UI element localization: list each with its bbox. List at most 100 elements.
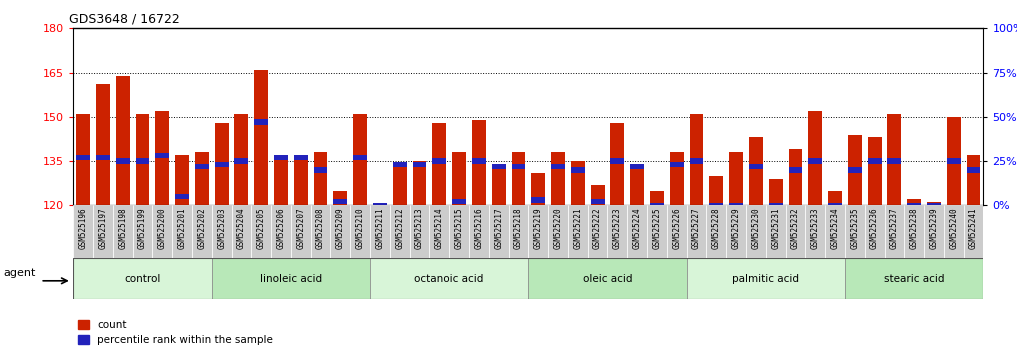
Bar bbox=[353, 155, 367, 160]
Bar bbox=[610, 123, 624, 205]
Text: GSM525210: GSM525210 bbox=[356, 207, 365, 249]
Bar bbox=[310, 205, 331, 258]
Text: GSM525241: GSM525241 bbox=[969, 207, 978, 249]
Bar bbox=[868, 159, 882, 164]
Text: GSM525203: GSM525203 bbox=[217, 207, 226, 249]
Bar bbox=[373, 202, 386, 208]
Bar bbox=[848, 167, 861, 173]
Text: GSM525196: GSM525196 bbox=[78, 207, 87, 249]
Bar bbox=[393, 162, 407, 167]
Bar bbox=[828, 190, 842, 205]
Bar bbox=[766, 205, 785, 258]
Text: GSM525199: GSM525199 bbox=[138, 207, 147, 249]
Bar bbox=[334, 190, 347, 205]
Text: GSM525219: GSM525219 bbox=[534, 207, 543, 249]
Text: octanoic acid: octanoic acid bbox=[415, 274, 484, 284]
Bar bbox=[251, 205, 272, 258]
Legend: count, percentile rank within the sample: count, percentile rank within the sample bbox=[78, 320, 273, 345]
Bar bbox=[769, 179, 783, 205]
Bar bbox=[690, 159, 704, 164]
Text: GSM525212: GSM525212 bbox=[396, 207, 404, 249]
Bar bbox=[729, 202, 743, 208]
Bar bbox=[195, 164, 208, 169]
Bar bbox=[172, 205, 192, 258]
Bar bbox=[885, 205, 904, 258]
Text: GSM525197: GSM525197 bbox=[99, 207, 108, 249]
Text: GSM525228: GSM525228 bbox=[712, 207, 721, 249]
Bar bbox=[726, 205, 746, 258]
Text: GSM525221: GSM525221 bbox=[574, 207, 583, 249]
Bar bbox=[928, 202, 941, 208]
Bar bbox=[667, 205, 686, 258]
Text: GSM525225: GSM525225 bbox=[653, 207, 661, 249]
Bar bbox=[135, 159, 149, 164]
Bar bbox=[469, 205, 489, 258]
Bar bbox=[809, 111, 822, 205]
Bar bbox=[272, 205, 291, 258]
Bar bbox=[370, 205, 390, 258]
Bar bbox=[631, 164, 644, 169]
Bar bbox=[453, 199, 466, 205]
Bar bbox=[845, 205, 864, 258]
Bar bbox=[291, 205, 310, 258]
Bar bbox=[156, 111, 169, 205]
Text: GDS3648 / 16722: GDS3648 / 16722 bbox=[69, 13, 179, 26]
Bar bbox=[76, 155, 91, 160]
Text: GSM525216: GSM525216 bbox=[474, 207, 483, 249]
Bar bbox=[410, 205, 429, 258]
Bar bbox=[429, 205, 450, 258]
Bar bbox=[947, 159, 961, 164]
Bar bbox=[116, 75, 129, 205]
Text: palmitic acid: palmitic acid bbox=[732, 274, 799, 284]
Text: GSM525215: GSM525215 bbox=[455, 207, 464, 249]
Bar bbox=[591, 185, 604, 205]
Bar bbox=[650, 202, 664, 208]
Text: GSM525226: GSM525226 bbox=[672, 207, 681, 249]
Bar bbox=[450, 205, 469, 258]
Bar bbox=[472, 159, 486, 164]
Bar bbox=[432, 123, 446, 205]
Bar bbox=[453, 152, 466, 205]
Bar bbox=[175, 194, 189, 199]
Bar bbox=[350, 205, 370, 258]
Bar bbox=[928, 202, 941, 205]
Text: GSM525209: GSM525209 bbox=[336, 207, 345, 249]
Text: GSM525222: GSM525222 bbox=[593, 207, 602, 249]
Bar bbox=[274, 155, 288, 160]
Bar bbox=[531, 173, 545, 205]
Bar bbox=[825, 205, 845, 258]
Bar bbox=[331, 205, 350, 258]
Bar bbox=[888, 159, 901, 164]
Bar bbox=[472, 120, 486, 205]
Bar bbox=[492, 167, 505, 205]
Text: GSM525207: GSM525207 bbox=[296, 207, 305, 249]
Text: GSM525229: GSM525229 bbox=[731, 207, 740, 249]
Bar bbox=[864, 205, 885, 258]
Bar bbox=[393, 167, 407, 205]
Bar bbox=[116, 159, 129, 164]
Bar bbox=[508, 205, 529, 258]
Text: control: control bbox=[124, 274, 161, 284]
Bar bbox=[966, 155, 980, 205]
Text: GSM525236: GSM525236 bbox=[871, 207, 879, 249]
Bar bbox=[749, 137, 763, 205]
Bar bbox=[631, 164, 644, 205]
Bar bbox=[96, 84, 110, 205]
Bar bbox=[610, 159, 624, 164]
Text: GSM525220: GSM525220 bbox=[553, 207, 562, 249]
Bar bbox=[432, 159, 446, 164]
Bar bbox=[96, 155, 110, 160]
Bar bbox=[729, 152, 743, 205]
Bar bbox=[888, 114, 901, 205]
Bar bbox=[353, 114, 367, 205]
Bar bbox=[334, 199, 347, 205]
Bar bbox=[904, 205, 924, 258]
Bar bbox=[73, 258, 212, 299]
Bar bbox=[254, 70, 268, 205]
Bar bbox=[413, 161, 426, 205]
Bar bbox=[235, 159, 248, 164]
Text: GSM525238: GSM525238 bbox=[909, 207, 918, 249]
Bar bbox=[710, 202, 723, 208]
Bar bbox=[924, 205, 944, 258]
Text: linoleic acid: linoleic acid bbox=[259, 274, 322, 284]
